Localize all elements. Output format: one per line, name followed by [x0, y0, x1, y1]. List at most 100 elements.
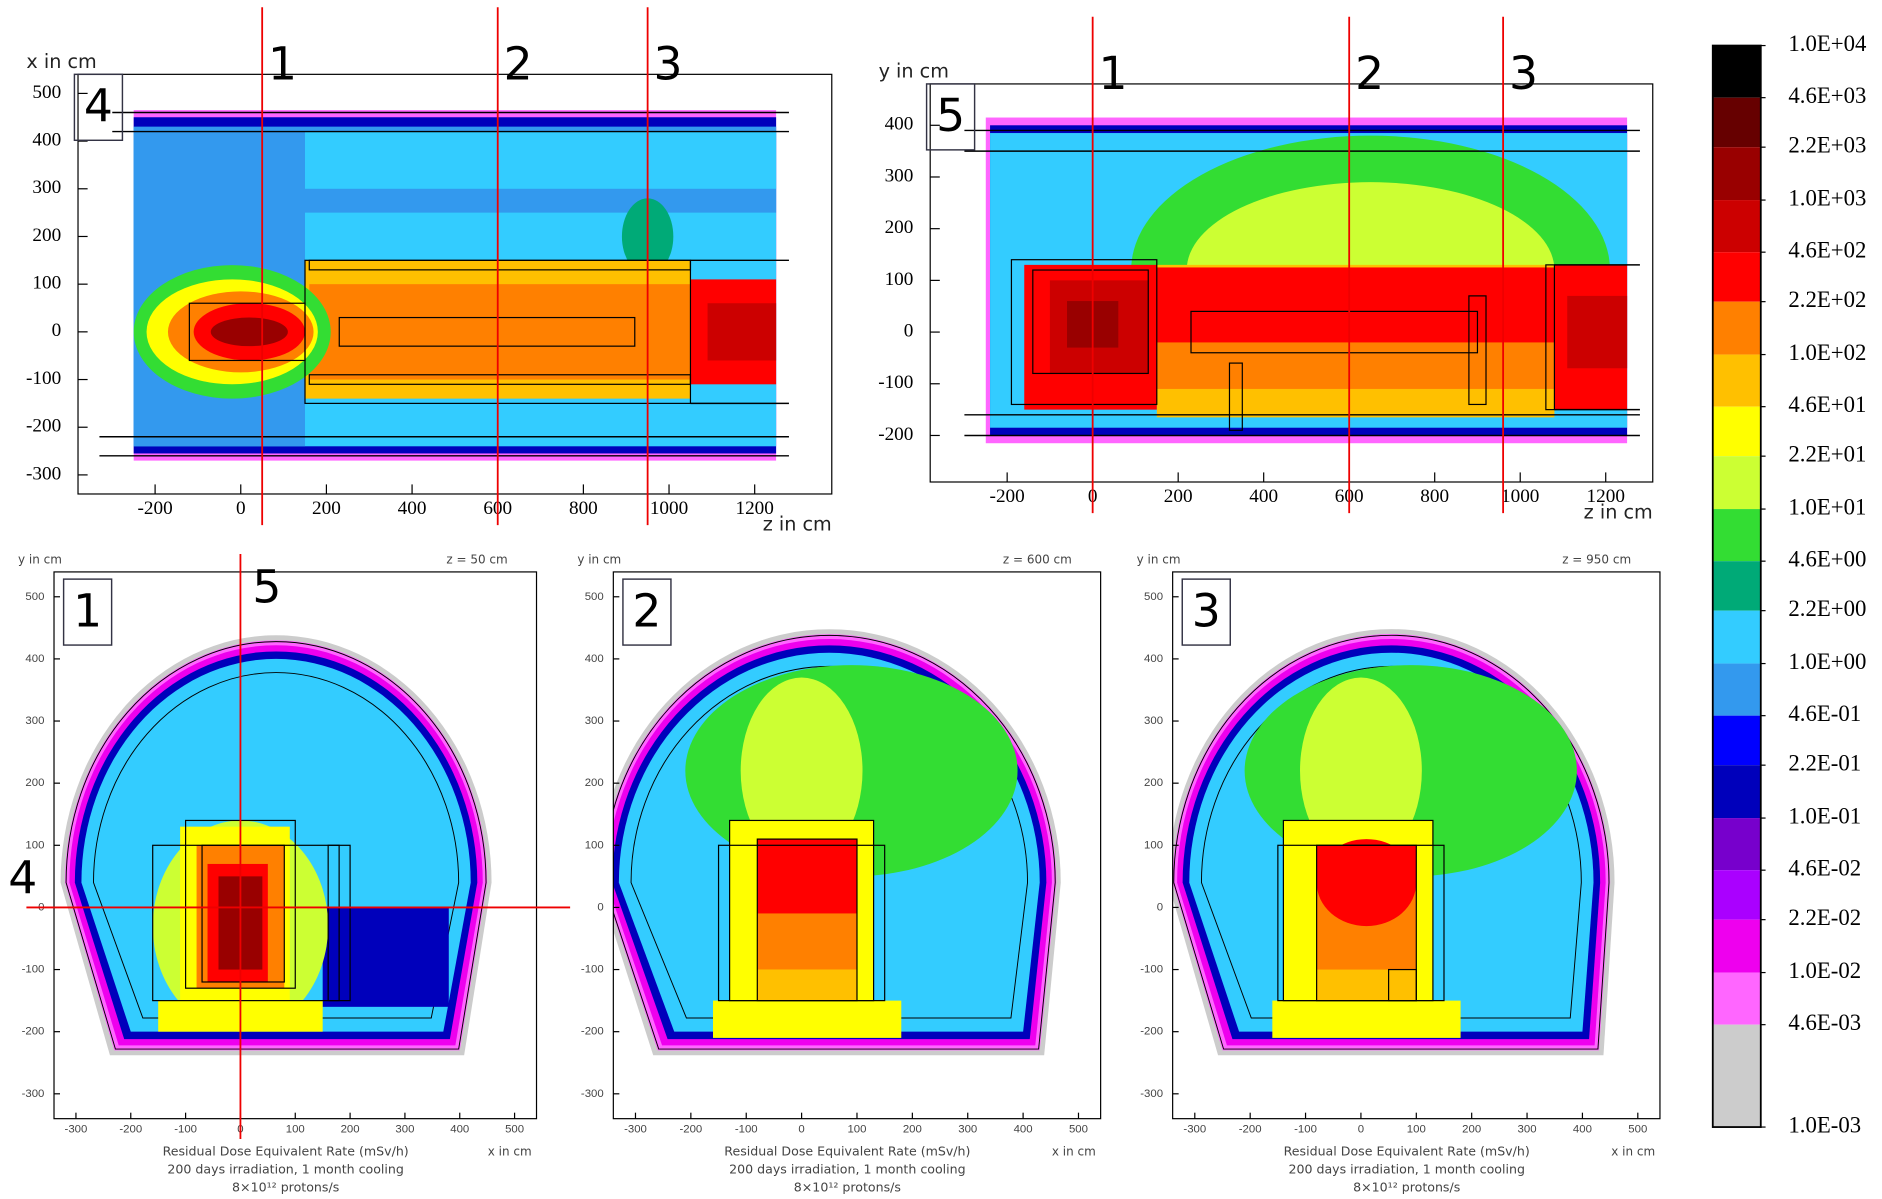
y-tick-label: 0 — [1157, 901, 1163, 913]
y-tick-label: 400 — [1144, 653, 1163, 665]
colorbar-label: 4.6E-03 — [1788, 1010, 1861, 1035]
colorbar-label: 1.0E-02 — [1788, 958, 1861, 983]
color-band — [1713, 818, 1761, 870]
colorbar-label: 2.2E+03 — [1788, 132, 1866, 157]
dose-region — [757, 970, 857, 1001]
panel-label: 4 — [84, 80, 113, 133]
dose-region — [309, 284, 690, 379]
y-tick-label: 500 — [1144, 591, 1163, 603]
colorbar-label: 4.6E+01 — [1788, 392, 1866, 417]
y-tick-label: -300 — [581, 1088, 604, 1100]
slice-note: z = 600 cm — [1003, 552, 1072, 566]
y-tick-label: 100 — [25, 839, 44, 851]
colorbar-label: 4.6E-02 — [1788, 855, 1861, 880]
y-tick-label: 100 — [585, 839, 604, 851]
y-tick-label: 400 — [585, 653, 604, 665]
x-tick-label: 400 — [1249, 486, 1278, 507]
x-axis-label: z in cm — [1584, 501, 1653, 524]
y-tick-label: 200 — [32, 225, 61, 246]
dose-region — [1317, 970, 1417, 1001]
x-tick-label: -200 — [679, 1123, 702, 1135]
y-tick-label: 300 — [885, 165, 914, 186]
x-tick-label: -200 — [119, 1123, 142, 1135]
y-tick-label: -200 — [1140, 1026, 1163, 1038]
y-tick-label: 300 — [32, 177, 61, 198]
colorbar-label: 2.2E+02 — [1788, 287, 1866, 312]
color-band — [1713, 716, 1761, 765]
x-tick-label: 200 — [1462, 1123, 1481, 1135]
x-tick-label: 300 — [958, 1123, 977, 1135]
y-tick-label: -200 — [878, 424, 913, 445]
color-band — [1713, 561, 1761, 610]
y-tick-label: 400 — [885, 114, 914, 135]
dose-region — [757, 914, 857, 970]
y-tick-label: 200 — [25, 777, 44, 789]
dose-map — [99, 110, 789, 461]
colorbar-label: 1.0E+00 — [1788, 649, 1866, 674]
caption: 200 days irradiation, 1 month cooling — [729, 1162, 965, 1177]
x-tick-label: -100 — [174, 1123, 197, 1135]
y-tick-label: 200 — [885, 217, 914, 238]
x-tick-label: -300 — [624, 1123, 647, 1135]
dose-region — [1157, 267, 1555, 342]
caption: 8×10¹² protons/s — [1353, 1180, 1460, 1195]
x-tick-label: -200 — [990, 486, 1025, 507]
x-tick-label: 100 — [286, 1123, 305, 1135]
y-tick-label: -200 — [581, 1026, 604, 1038]
y-tick-label: -200 — [22, 1026, 45, 1038]
y-tick-label: 0 — [597, 901, 603, 913]
color-band — [1713, 973, 1761, 1025]
y-axis-label: y in cm — [879, 59, 949, 82]
colorbar-label: 2.2E+00 — [1788, 596, 1866, 621]
y-axis-label: y in cm — [1137, 552, 1181, 566]
x-tick-label: -100 — [735, 1123, 758, 1135]
caption: 8×10¹² protons/s — [794, 1180, 901, 1195]
cut-label: 5 — [252, 560, 281, 613]
x-axis-label: z in cm — [763, 513, 832, 536]
y-tick-label: 100 — [1144, 839, 1163, 851]
figure: -200020040060080010001200-300-200-100010… — [0, 0, 1882, 1199]
dose-region — [757, 839, 857, 914]
colorbar-label: 4.6E+02 — [1788, 237, 1866, 262]
x-tick-label: -200 — [1239, 1123, 1262, 1135]
x-axis-label: x in cm — [488, 1145, 532, 1159]
x-tick-label: 200 — [312, 498, 341, 519]
dose-region — [211, 318, 288, 347]
y-tick-label: -300 — [26, 463, 61, 484]
color-band — [1713, 407, 1761, 456]
x-axis-label: x in cm — [1052, 1145, 1096, 1159]
color-band — [1713, 765, 1761, 818]
x-tick-label: -200 — [138, 498, 173, 519]
x-tick-label: 0 — [798, 1123, 804, 1135]
color-band — [1713, 252, 1761, 301]
y-tick-label: 500 — [32, 82, 61, 103]
y-tick-label: -100 — [878, 372, 913, 393]
dose-region — [1272, 1001, 1460, 1038]
y-tick-label: -100 — [22, 964, 45, 976]
dose-region — [708, 303, 777, 360]
y-tick-label: -300 — [22, 1088, 45, 1100]
colorbar-label: 4.6E-01 — [1788, 701, 1861, 726]
x-tick-label: 1000 — [1501, 486, 1539, 507]
color-band — [1713, 456, 1761, 509]
panel-label: 3 — [1192, 584, 1221, 637]
caption: 8×10¹² protons/s — [232, 1180, 339, 1195]
x-tick-label: 500 — [1628, 1123, 1647, 1135]
color-band — [1713, 611, 1761, 664]
colorbar-label: 2.2E-01 — [1788, 750, 1861, 775]
x-tick-label: 400 — [1014, 1123, 1033, 1135]
colorbar-label: 2.2E+01 — [1788, 441, 1866, 466]
panel-label: 5 — [936, 89, 965, 142]
caption: Residual Dose Equivalent Rate (mSv/h) — [1284, 1144, 1530, 1159]
y-tick-label: 0 — [52, 320, 62, 341]
colorbar-label: 2.2E-02 — [1788, 905, 1861, 930]
colorbar-label: 4.6E+03 — [1788, 83, 1866, 108]
dose-region — [305, 132, 776, 189]
y-tick-label: -200 — [26, 416, 61, 437]
cut-label: 2 — [1355, 47, 1384, 100]
color-band — [1713, 664, 1761, 716]
colorbar-label: 1.0E+01 — [1788, 494, 1866, 519]
color-band — [1713, 46, 1761, 98]
y-tick-label: -100 — [581, 964, 604, 976]
x-tick-label: 200 — [1164, 486, 1193, 507]
